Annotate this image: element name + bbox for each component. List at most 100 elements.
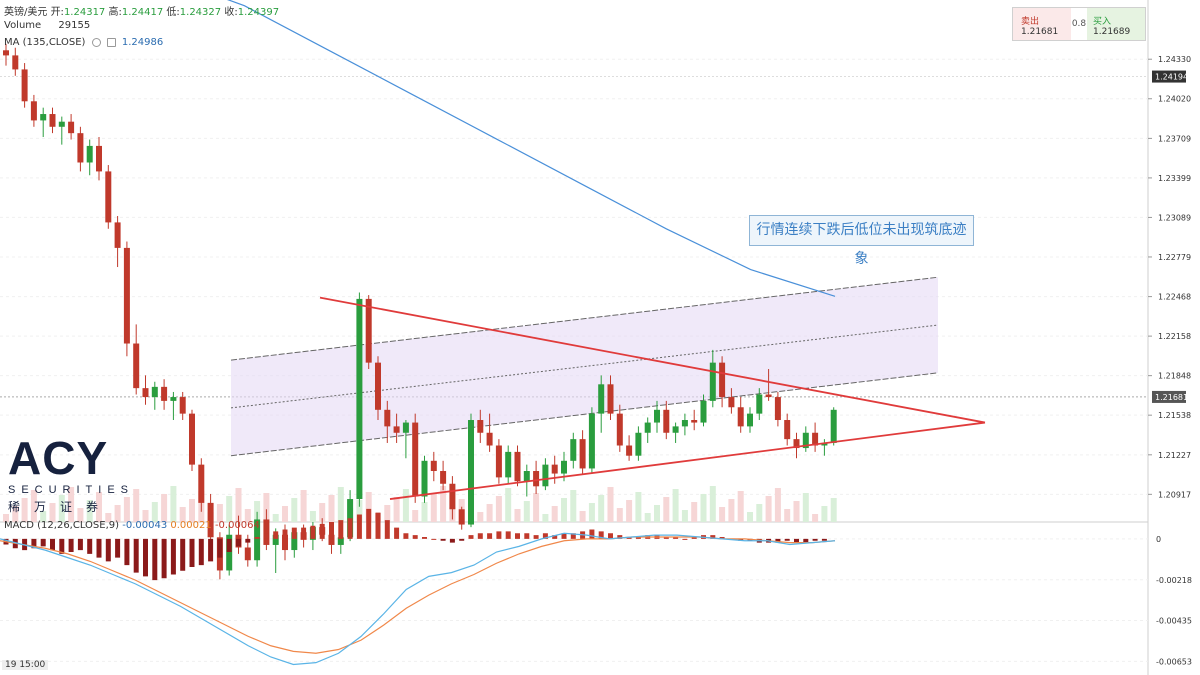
candle-body	[3, 50, 9, 56]
volume-bar	[830, 498, 837, 522]
triangle-drawing[interactable]	[319, 296, 986, 500]
candle-body	[765, 394, 772, 398]
macd-histogram-bar	[40, 538, 46, 547]
macd-histogram-bar	[440, 538, 446, 541]
volume-bar	[151, 502, 158, 522]
volume-bar	[421, 502, 428, 522]
candle-body	[114, 222, 121, 248]
volume-bar	[495, 496, 502, 522]
macd-tick-label: -0.00218	[1156, 576, 1192, 585]
sell-button[interactable]: 卖出 1.21681	[1013, 8, 1071, 40]
buy-button[interactable]: 买入 1.21689	[1087, 8, 1145, 40]
volume-bar	[663, 497, 670, 522]
macd-histogram-bar	[719, 537, 725, 539]
macd-histogram-bar	[422, 537, 427, 539]
macd-histogram-bar	[105, 538, 111, 562]
macd-histogram-bar	[524, 533, 530, 539]
volume-bar	[179, 507, 186, 522]
candle-body	[207, 502, 214, 538]
macd-histogram-bar	[310, 525, 316, 539]
macd-histogram-bar	[115, 538, 121, 558]
macd-histogram-bar	[784, 538, 790, 541]
close-value: 1.24397	[237, 7, 280, 18]
candle-body	[21, 69, 28, 102]
volume-bar	[309, 511, 316, 522]
macd-histogram-bar	[505, 531, 511, 539]
macd-histogram-bar	[347, 518, 353, 539]
volume-bar	[114, 505, 121, 522]
candle-body	[663, 409, 670, 433]
volume-bar	[216, 504, 223, 522]
macd-histogram-bar	[812, 538, 818, 541]
candle-body	[449, 483, 456, 510]
candle-body	[635, 432, 642, 456]
price-marker	[1152, 390, 1186, 403]
volume-label: Volume	[4, 20, 42, 31]
candle-body	[58, 121, 65, 127]
macd-histogram-bar	[598, 531, 604, 539]
volume-bar	[189, 499, 195, 522]
macd-value-1: -0.00043	[122, 520, 168, 531]
candle-body	[68, 121, 75, 134]
volume-bar	[598, 495, 605, 522]
candle-body	[365, 298, 372, 363]
macd-histogram-bar	[161, 538, 167, 579]
open-label: 开:	[50, 7, 64, 18]
macd-histogram-bar	[366, 508, 372, 539]
macd-histogram-bar	[459, 538, 465, 541]
time-label-date: 19	[5, 660, 17, 670]
macd-histogram-bar	[236, 538, 241, 547]
ma-header: MA (135,CLOSE) 1.24986	[4, 37, 163, 48]
macd-histogram-bar	[635, 537, 641, 539]
macd-histogram-bar	[570, 533, 576, 539]
macd-histogram-bar	[673, 537, 679, 539]
volume-bar	[793, 501, 800, 522]
grid	[0, 0, 1149, 675]
close-icon[interactable]	[106, 37, 116, 47]
macd-histogram-bar	[561, 533, 567, 539]
price-tick-label: 1.22158	[1158, 332, 1191, 341]
candles	[3, 43, 837, 580]
candle-body	[551, 464, 558, 474]
macd-histogram-bar	[394, 527, 400, 539]
symbol-label: 英镑/美元	[4, 7, 48, 18]
volume-bar	[328, 495, 335, 522]
volume-bar	[365, 492, 372, 522]
settings-icon[interactable]	[91, 37, 101, 47]
macd-panel	[0, 508, 836, 666]
macd-histogram-bar	[691, 537, 697, 539]
macd-histogram-bar	[133, 538, 139, 573]
close-label: 收:	[224, 7, 238, 18]
macd-histogram-bar	[254, 537, 260, 539]
price-tick-label: 1.23709	[1158, 134, 1191, 143]
candle-body	[784, 420, 791, 440]
channel-lower	[230, 372, 939, 457]
macd-histogram-bar	[31, 538, 37, 549]
macd-histogram-bar	[338, 520, 344, 539]
candle-body	[468, 420, 474, 525]
volume-bar	[49, 503, 56, 522]
triangle-upper-line	[319, 296, 986, 424]
volume-bars	[3, 486, 837, 522]
annotation-box[interactable]: 行情连续下跌后低位未出现筑底迹象	[749, 215, 974, 267]
candle-body	[384, 409, 391, 427]
macd-histogram-bar	[431, 538, 437, 540]
macd-value-3: -0.00064	[214, 520, 260, 531]
volume-bar	[96, 492, 102, 522]
volume-bar	[235, 488, 242, 522]
volume-bar	[802, 493, 809, 522]
macd-histogram-bar	[412, 535, 418, 539]
candle-body	[719, 362, 726, 398]
candle-body	[254, 519, 261, 561]
macd-histogram-bar	[496, 531, 502, 539]
macd-histogram-bar	[180, 538, 186, 571]
volume-bar	[523, 501, 530, 522]
candle-body	[737, 407, 744, 427]
price-tick-label: 1.22779	[1158, 253, 1191, 262]
logo-sub: SECURITIES	[8, 484, 135, 496]
candle-body	[421, 460, 428, 497]
candle-body	[430, 460, 437, 472]
macd-histogram-bar	[319, 523, 325, 539]
candle-body	[579, 439, 586, 469]
